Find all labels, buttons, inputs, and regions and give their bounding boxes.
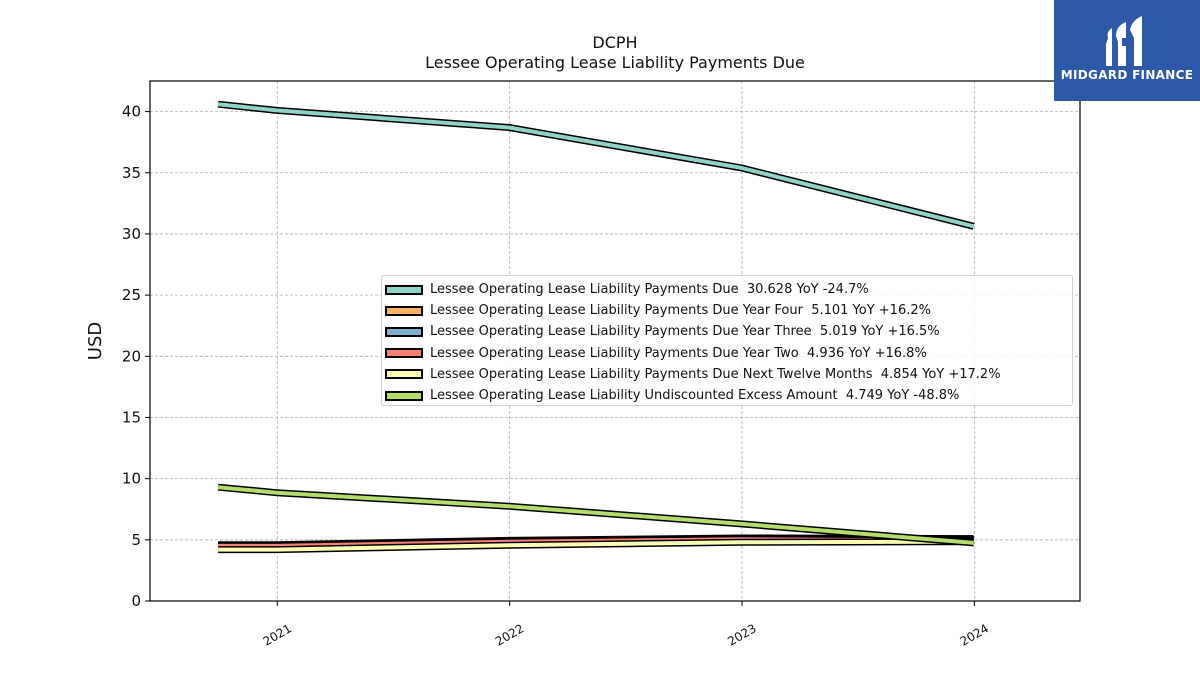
legend-swatch: [385, 369, 423, 380]
legend-item: Lessee Operating Lease Liability Payment…: [382, 364, 1072, 385]
series-line-0: [217, 102, 975, 229]
legend-item: Lessee Operating Lease Liability Payment…: [382, 343, 1072, 364]
y-tick-label: 30: [122, 225, 141, 243]
y-axis-label: USD: [85, 322, 106, 360]
chart-subtitle: Lessee Operating Lease Liability Payment…: [425, 53, 805, 72]
midgard-logo-icon: [1106, 16, 1142, 66]
legend-label: Lessee Operating Lease Liability Payment…: [430, 345, 927, 361]
series-line-5: [217, 485, 974, 545]
y-tick-label: 15: [122, 408, 141, 426]
logo-text: MIDGARD FINANCE: [1060, 68, 1194, 82]
legend-swatch: [385, 305, 423, 316]
x-tick-label: 2022: [493, 621, 526, 648]
plot-frame: [149, 80, 1081, 602]
y-tick-label: 0: [131, 592, 141, 610]
series-line-4: [218, 539, 974, 552]
y-tick-label: 5: [131, 531, 141, 549]
legend-swatch: [385, 390, 423, 401]
legend-item: Lessee Operating Lease Liability Payment…: [382, 321, 1072, 342]
x-tick-label: 2024: [958, 621, 991, 648]
chart-legend: Lessee Operating Lease Liability Payment…: [381, 275, 1073, 406]
legend-label: Lessee Operating Lease Liability Payment…: [430, 282, 869, 298]
legend-item: Lessee Operating Lease Liability Payment…: [382, 279, 1072, 300]
y-tick-label: 10: [122, 470, 141, 488]
y-tick-label: 35: [122, 164, 141, 182]
y-tick-label: 40: [122, 103, 141, 121]
legend-label: Lessee Operating Lease Liability Payment…: [430, 366, 1001, 382]
legend-label: Lessee Operating Lease Liability Undisco…: [430, 388, 960, 404]
legend-item: Lessee Operating Lease Liability Undisco…: [382, 385, 1072, 406]
legend-label: Lessee Operating Lease Liability Payment…: [430, 303, 931, 319]
chart-title: DCPH: [592, 33, 638, 52]
x-tick-label: 2021: [261, 621, 294, 648]
legend-item: Lessee Operating Lease Liability Payment…: [382, 300, 1072, 321]
legend-swatch: [385, 348, 423, 359]
legend-swatch: [385, 326, 423, 337]
x-tick-label: 2023: [725, 621, 758, 648]
y-tick-label: 20: [122, 347, 141, 365]
series-outline-0: [217, 100, 975, 230]
y-tick-label: 25: [122, 286, 141, 304]
legend-swatch: [385, 284, 423, 295]
logo: MIDGARD FINANCE: [1054, 0, 1200, 101]
legend-label: Lessee Operating Lease Liability Payment…: [430, 324, 940, 340]
